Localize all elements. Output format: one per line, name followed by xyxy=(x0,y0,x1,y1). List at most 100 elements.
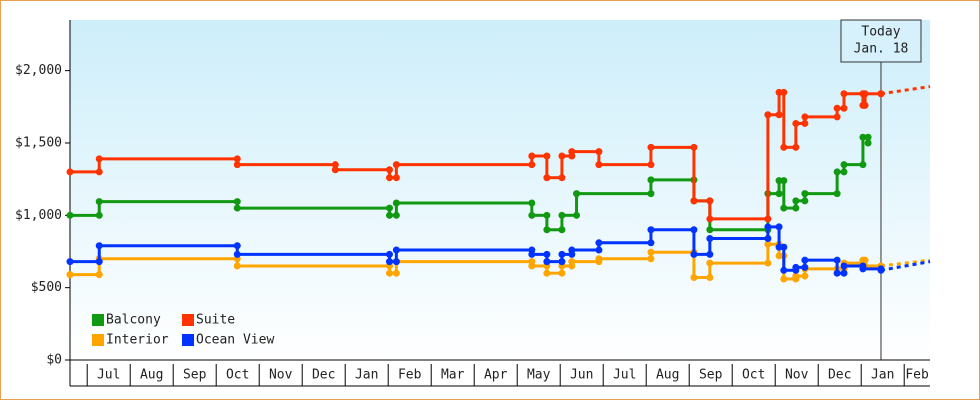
today-label: Jan. 18 xyxy=(854,42,909,57)
marker xyxy=(647,248,655,256)
marker xyxy=(690,226,698,234)
marker xyxy=(558,250,566,258)
marker xyxy=(780,275,788,283)
marker xyxy=(780,204,788,212)
marker xyxy=(392,269,400,277)
marker xyxy=(595,148,603,156)
marker xyxy=(558,258,566,266)
marker xyxy=(66,271,74,279)
marker xyxy=(864,133,872,141)
marker xyxy=(859,133,867,141)
marker xyxy=(385,166,393,174)
legend-swatch xyxy=(92,334,104,346)
marker xyxy=(801,119,809,127)
marker xyxy=(647,239,655,247)
forecast-line xyxy=(880,85,931,96)
marker xyxy=(690,250,698,258)
x-tick-label: Feb xyxy=(905,368,929,383)
x-tick-label: Feb xyxy=(398,368,422,383)
forecast-line xyxy=(880,260,931,272)
legend-label: Balcony xyxy=(106,313,161,328)
marker xyxy=(801,113,809,121)
today-label: Today xyxy=(861,25,900,40)
x-tick-label: Jun xyxy=(570,368,593,383)
x-tick-label: Jan xyxy=(871,368,894,383)
marker xyxy=(775,252,783,260)
marker xyxy=(706,215,714,223)
marker xyxy=(801,197,809,205)
marker xyxy=(775,243,783,251)
marker xyxy=(792,143,800,151)
marker xyxy=(801,263,809,271)
marker xyxy=(95,271,103,279)
marker xyxy=(647,226,655,234)
marker xyxy=(706,197,714,205)
marker xyxy=(568,148,576,156)
marker xyxy=(801,256,809,264)
marker xyxy=(95,242,103,250)
marker xyxy=(331,166,339,174)
marker xyxy=(392,199,400,207)
legend-swatch xyxy=(92,314,104,326)
marker xyxy=(385,269,393,277)
marker xyxy=(558,211,566,219)
marker xyxy=(543,250,551,258)
marker xyxy=(568,246,576,254)
marker xyxy=(792,272,800,280)
marker xyxy=(706,234,714,242)
x-tick-label: Dec xyxy=(312,368,335,383)
marker xyxy=(775,190,783,198)
marker xyxy=(385,204,393,212)
legend-label: Interior xyxy=(106,333,169,348)
marker xyxy=(792,204,800,212)
x-tick-label: Dec xyxy=(828,368,851,383)
marker xyxy=(95,168,103,176)
x-tick-label: May xyxy=(527,368,551,383)
marker xyxy=(558,174,566,182)
marker xyxy=(528,250,536,258)
marker xyxy=(647,161,655,169)
marker xyxy=(859,101,867,109)
marker xyxy=(392,246,400,254)
marker xyxy=(528,161,536,169)
marker xyxy=(233,242,241,250)
legend-label: Suite xyxy=(196,313,235,328)
marker xyxy=(764,223,772,231)
marker xyxy=(864,139,872,147)
marker xyxy=(392,211,400,219)
marker xyxy=(647,190,655,198)
x-tick-label: Jan xyxy=(355,368,378,383)
legend-label: Ocean View xyxy=(196,333,274,348)
x-tick-label: Nov xyxy=(785,368,809,383)
marker xyxy=(595,255,603,263)
y-tick-label: $0 xyxy=(46,353,62,368)
marker xyxy=(66,211,74,219)
x-tick-label: Oct xyxy=(226,368,249,383)
x-tick-label: Nov xyxy=(269,368,293,383)
marker xyxy=(859,265,867,273)
marker xyxy=(233,198,241,206)
y-tick-label: $500 xyxy=(31,280,62,295)
marker xyxy=(833,190,841,198)
x-tick-label: Jul xyxy=(97,368,120,383)
marker xyxy=(833,113,841,121)
marker xyxy=(647,143,655,151)
marker xyxy=(840,269,848,277)
marker xyxy=(647,176,655,184)
marker xyxy=(95,258,103,266)
marker xyxy=(233,161,241,169)
marker xyxy=(690,274,698,282)
marker xyxy=(690,197,698,205)
marker xyxy=(95,211,103,219)
marker xyxy=(840,262,848,270)
marker xyxy=(833,269,841,277)
marker xyxy=(95,198,103,206)
plot-area xyxy=(70,20,930,360)
forecast-line xyxy=(880,258,931,268)
marker xyxy=(385,211,393,219)
x-tick-label: Sep xyxy=(183,368,207,383)
marker xyxy=(764,259,772,267)
marker xyxy=(833,256,841,264)
marker xyxy=(543,174,551,182)
x-tick-label: Mar xyxy=(441,368,465,383)
